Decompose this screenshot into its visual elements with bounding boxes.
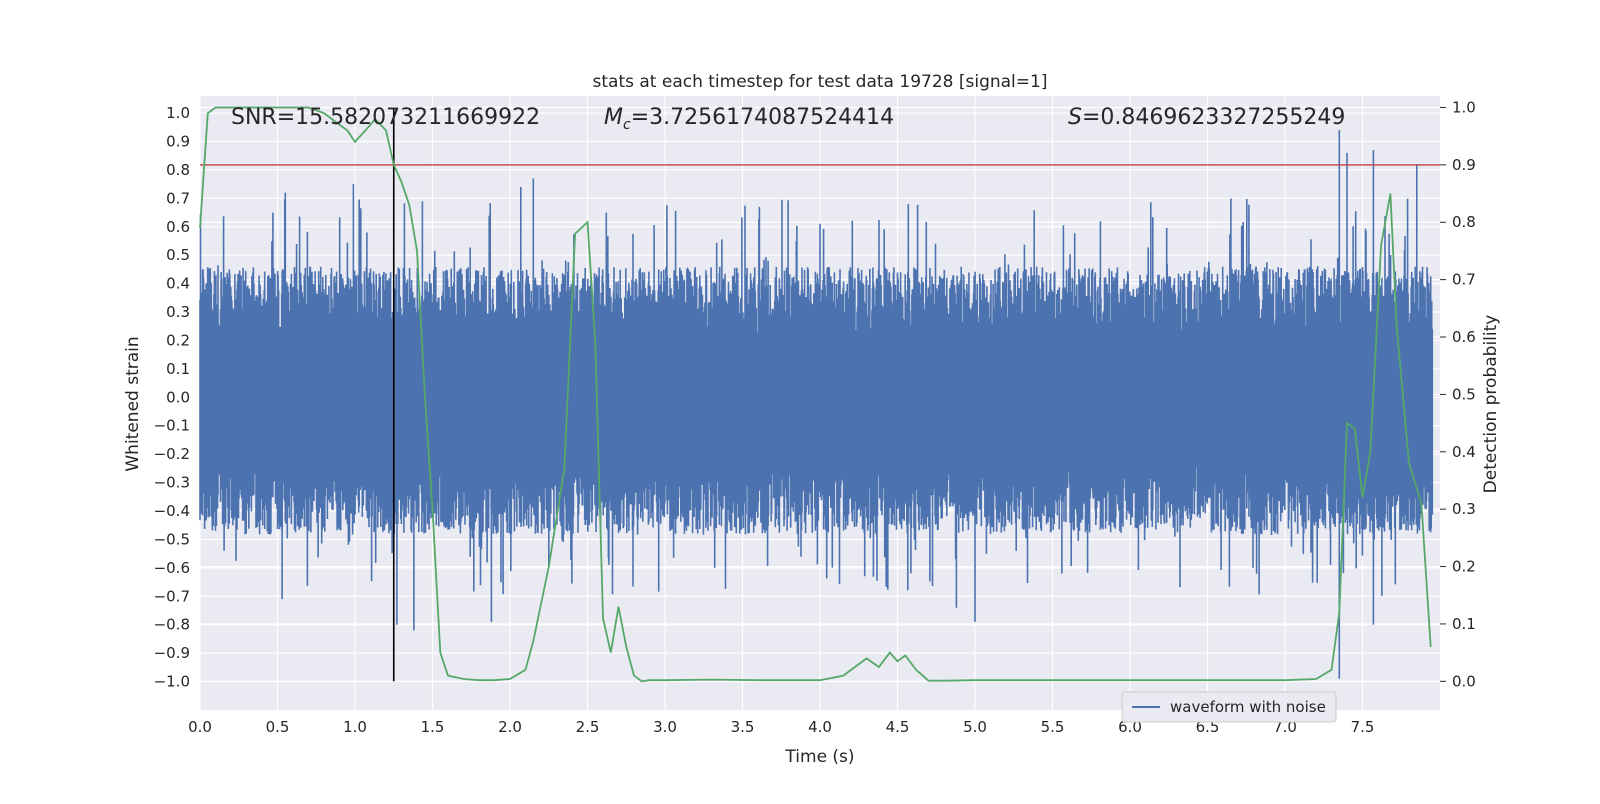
x-tick-label: 3.0 bbox=[653, 718, 677, 736]
x-tick-label: 2.5 bbox=[576, 718, 600, 736]
waveform-series bbox=[199, 130, 1434, 679]
y-right-tick-label: 0.1 bbox=[1452, 615, 1476, 633]
x-tick-label: 3.5 bbox=[731, 718, 755, 736]
x-tick-label: 1.5 bbox=[421, 718, 445, 736]
y-tick-label: 0.5 bbox=[166, 246, 190, 264]
y-right-axis-label: Detection probability bbox=[1481, 315, 1501, 494]
y-right-tick-label: 0.9 bbox=[1452, 156, 1476, 174]
mc-symbol: M bbox=[604, 105, 623, 130]
y-tick-label: 0.1 bbox=[166, 360, 190, 378]
y-tick-label: −0.1 bbox=[154, 417, 190, 435]
y-tick-label: 0.8 bbox=[166, 161, 190, 179]
x-tick-label: 4.0 bbox=[808, 718, 832, 736]
chirp-mass-annotation: Mc=3.7256174087524414 bbox=[604, 105, 894, 133]
y-tick-label: 0.7 bbox=[166, 189, 190, 207]
x-tick-label: 2.0 bbox=[498, 718, 522, 736]
waveform-core bbox=[200, 334, 1433, 460]
y-tick-label: −0.3 bbox=[154, 474, 190, 492]
chart-title: stats at each timestep for test data 197… bbox=[593, 72, 1048, 92]
y-tick-label: 0.3 bbox=[166, 303, 190, 321]
probability-line bbox=[199, 106, 1432, 683]
x-tick-label: 7.5 bbox=[1351, 718, 1375, 736]
y-right-tick-label: 0.0 bbox=[1452, 672, 1476, 690]
s-symbol: S bbox=[1068, 105, 1082, 130]
reference-lines bbox=[200, 107, 1440, 682]
y-right-tick-label: 0.2 bbox=[1452, 558, 1476, 576]
x-tick-label: 1.0 bbox=[343, 718, 367, 736]
y-tick-label: −0.6 bbox=[154, 559, 190, 577]
y-right-tick-label: 0.7 bbox=[1452, 271, 1476, 289]
legend-label: waveform with noise bbox=[1170, 698, 1326, 716]
y-right-tick-label: 1.0 bbox=[1452, 98, 1476, 116]
y-right-tick-label: 0.3 bbox=[1452, 500, 1476, 518]
mc-subscript: c bbox=[623, 117, 631, 133]
x-tick-label: 4.5 bbox=[886, 718, 910, 736]
x-tick-label: 0.5 bbox=[266, 718, 290, 736]
score-annotation: S=0.8469623327255249 bbox=[1068, 105, 1345, 130]
y-tick-label: 0.9 bbox=[166, 132, 190, 150]
y-tick-label: −0.7 bbox=[154, 587, 190, 605]
x-tick-label: 5.0 bbox=[963, 718, 987, 736]
x-tick-label: 0.0 bbox=[188, 718, 212, 736]
legend-box bbox=[1121, 691, 1337, 723]
y-tick-label: 0.2 bbox=[166, 331, 190, 349]
y-tick-label: −0.4 bbox=[154, 502, 190, 520]
probability-series bbox=[199, 106, 1432, 683]
y-tick-label: −0.5 bbox=[154, 530, 190, 548]
y-axis-label: Whitened strain bbox=[123, 336, 143, 471]
y-tick-label: −0.9 bbox=[154, 644, 190, 662]
y-tick-label: 0.6 bbox=[166, 218, 190, 236]
y-tick-label: −0.8 bbox=[154, 616, 190, 634]
x-tick-label: 5.5 bbox=[1041, 718, 1065, 736]
y-tick-label: 0.0 bbox=[166, 388, 190, 406]
mc-value: =3.7256174087524414 bbox=[631, 105, 894, 130]
y-tick-label: −0.2 bbox=[154, 445, 190, 463]
legend: waveform with noise bbox=[1121, 691, 1337, 723]
x-axis-label: Time (s) bbox=[784, 747, 854, 767]
tick-labels: 0.0 0.5 1.0 1.5 2.0 2.5 3.0 3.5 4.0 4.5 5.0 5.5 6.0 6… bbox=[154, 98, 1476, 736]
y-tick-label: 0.4 bbox=[166, 275, 190, 293]
y-tick-label: 1.0 bbox=[166, 104, 190, 122]
y-tick-label: −1.0 bbox=[154, 673, 190, 691]
y-right-tick-label: 0.4 bbox=[1452, 443, 1476, 461]
snr-annotation: SNR=15.582073211669922 bbox=[231, 105, 540, 130]
y-right-tick-label: 0.5 bbox=[1452, 385, 1476, 403]
y-right-tick-label: 0.8 bbox=[1452, 213, 1476, 231]
y-right-tick-label: 0.6 bbox=[1452, 328, 1476, 346]
s-value: =0.8469623327255249 bbox=[1082, 105, 1345, 130]
